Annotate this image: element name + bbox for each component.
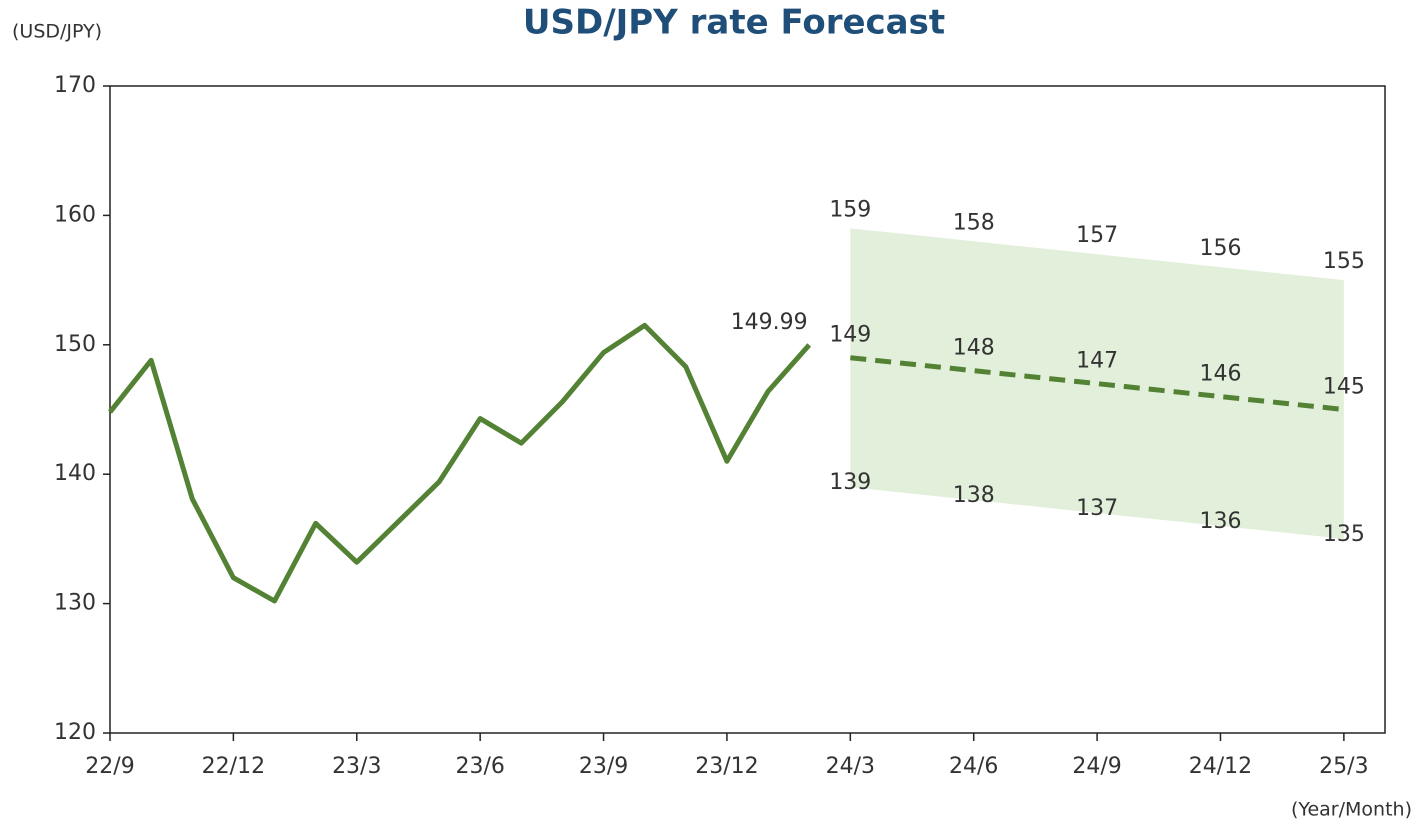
y-tick-label: 150 <box>54 332 96 357</box>
series-line <box>108 322 812 604</box>
data-label: 146 <box>1199 362 1241 387</box>
x-tick-label: 23/12 <box>695 754 758 779</box>
data-label: 149 <box>829 323 871 348</box>
band-label: 136 <box>1199 509 1241 534</box>
series-line <box>850 355 1345 412</box>
band-label: 158 <box>953 210 995 235</box>
band-label: 139 <box>829 470 871 495</box>
data-label: 148 <box>953 336 995 361</box>
band-label: 159 <box>829 197 871 222</box>
band-label: 138 <box>953 483 995 508</box>
y-tick-label: 140 <box>54 461 96 486</box>
x-tick-label: 24/9 <box>1072 754 1121 779</box>
x-tick-label: 23/9 <box>579 754 628 779</box>
band-label: 155 <box>1323 249 1365 274</box>
band-label: 156 <box>1199 236 1241 261</box>
chart-title: USD/JPY rate Forecast <box>523 3 945 43</box>
x-tick-label: 24/6 <box>949 754 998 779</box>
forecast-band <box>850 228 1344 539</box>
x-tick-label: 23/3 <box>332 754 381 779</box>
y-tick-label: 170 <box>54 73 96 98</box>
band-label: 157 <box>1076 223 1118 248</box>
x-tick-label: 22/9 <box>85 754 134 779</box>
data-label: 145 <box>1323 375 1365 400</box>
y-tick-label: 120 <box>54 720 96 745</box>
band-label: 135 <box>1323 522 1365 547</box>
x-axis-label: (Year/Month) <box>1291 799 1412 821</box>
data-label: 147 <box>1076 349 1118 374</box>
x-tick-label: 24/12 <box>1189 754 1252 779</box>
y-tick-label: 160 <box>54 202 96 227</box>
x-tick-label: 24/3 <box>826 754 875 779</box>
x-tick-label: 25/3 <box>1319 754 1368 779</box>
x-tick-label: 23/6 <box>455 754 504 779</box>
x-tick-label: 22/12 <box>202 754 265 779</box>
y-tick-label: 130 <box>54 591 96 616</box>
band-label: 137 <box>1076 496 1118 521</box>
y-axis-label: (USD/JPY) <box>12 21 102 43</box>
data-label: 149.99 <box>731 310 808 335</box>
